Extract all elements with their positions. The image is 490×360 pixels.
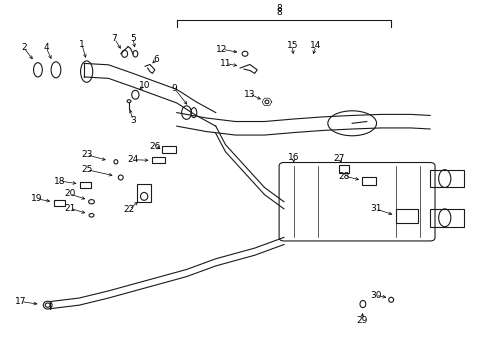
Text: 14: 14 bbox=[311, 41, 322, 50]
Bar bbox=[137, 184, 151, 202]
Text: 13: 13 bbox=[244, 90, 256, 99]
Text: 27: 27 bbox=[334, 154, 345, 163]
Text: 9: 9 bbox=[172, 84, 177, 93]
Text: 20: 20 bbox=[64, 189, 75, 198]
Text: 26: 26 bbox=[149, 142, 161, 151]
Text: 31: 31 bbox=[370, 204, 381, 213]
Text: 8: 8 bbox=[276, 4, 282, 13]
Text: 15: 15 bbox=[287, 41, 298, 50]
Text: 3: 3 bbox=[130, 116, 136, 125]
Bar bbox=[430, 209, 464, 227]
Bar bbox=[80, 182, 91, 188]
Text: 22: 22 bbox=[123, 205, 135, 214]
Bar bbox=[152, 157, 165, 163]
Text: 4: 4 bbox=[44, 43, 49, 52]
Bar bbox=[430, 170, 464, 188]
Text: 5: 5 bbox=[130, 34, 136, 43]
Bar bbox=[396, 209, 418, 223]
Text: 12: 12 bbox=[217, 45, 228, 54]
Bar bbox=[339, 165, 349, 173]
Text: 23: 23 bbox=[81, 150, 92, 159]
Text: 30: 30 bbox=[370, 291, 381, 300]
Text: 17: 17 bbox=[15, 297, 26, 306]
Text: 7: 7 bbox=[112, 34, 117, 43]
Text: 16: 16 bbox=[288, 153, 299, 162]
Bar bbox=[362, 177, 375, 185]
Text: 28: 28 bbox=[339, 172, 350, 181]
Text: 21: 21 bbox=[64, 204, 75, 213]
Text: 8: 8 bbox=[276, 8, 282, 17]
Text: 24: 24 bbox=[127, 155, 139, 164]
Text: 6: 6 bbox=[153, 55, 159, 64]
Text: 18: 18 bbox=[54, 176, 66, 185]
Text: 10: 10 bbox=[139, 81, 150, 90]
Text: 29: 29 bbox=[356, 316, 368, 325]
Bar bbox=[162, 146, 176, 153]
Text: 19: 19 bbox=[31, 194, 42, 203]
Text: 25: 25 bbox=[81, 165, 92, 174]
Text: 11: 11 bbox=[220, 59, 231, 68]
Text: 2: 2 bbox=[21, 43, 26, 52]
Bar bbox=[54, 199, 65, 206]
Text: 1: 1 bbox=[79, 40, 85, 49]
